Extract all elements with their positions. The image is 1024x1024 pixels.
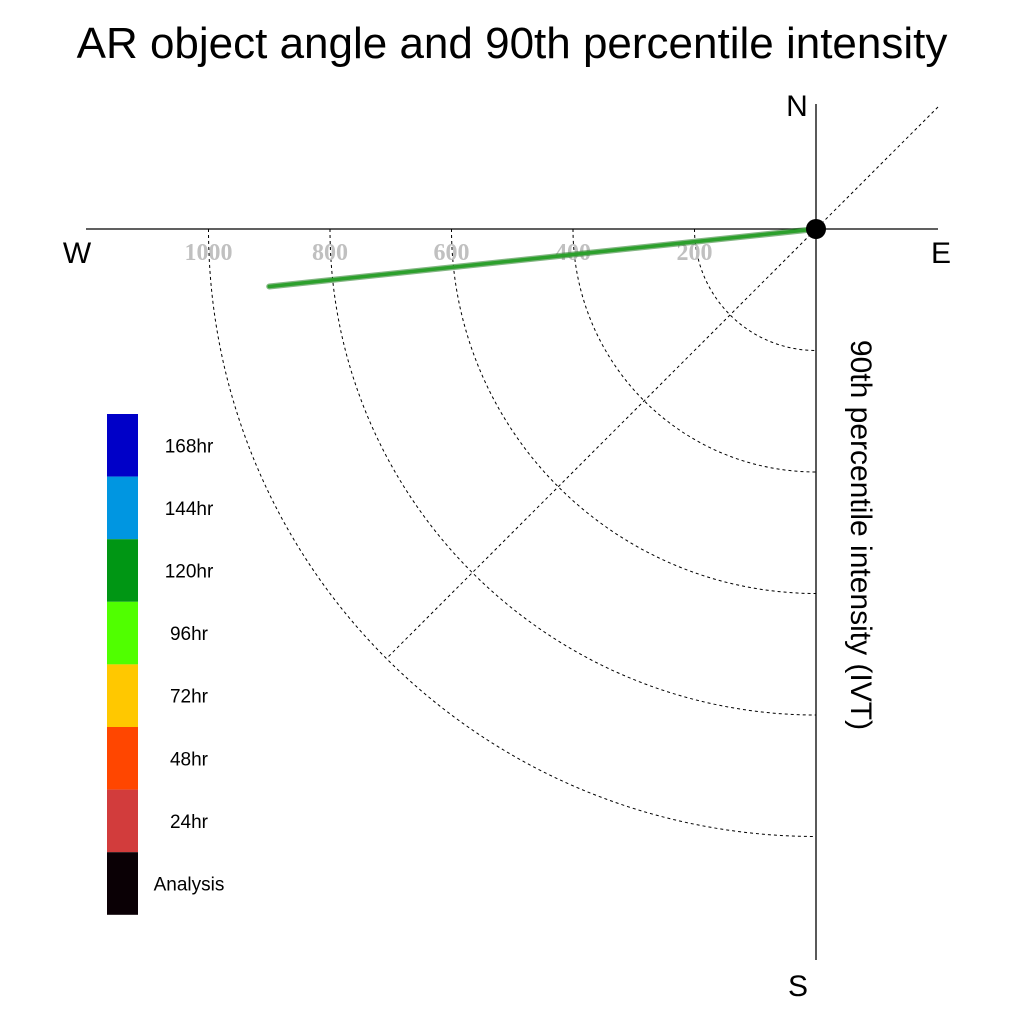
legend-swatch-3 [107, 601, 138, 665]
legend-label-7: Analysis [154, 875, 225, 896]
tick-label-800: 800 [312, 240, 348, 266]
compass-south: S [788, 970, 808, 1003]
legend-label-1: 144hr [165, 499, 214, 520]
y-axis-label: 90th percentile intensity (IVT) [844, 340, 877, 730]
series-line-0 [267, 227, 818, 289]
compass-west: W [63, 237, 92, 270]
diagonal-grid-line [386, 106, 939, 659]
ring-400 [572, 228, 817, 473]
ring-200 [694, 228, 817, 351]
legend-swatch-4 [107, 664, 138, 727]
compass-north: N [786, 90, 808, 123]
legend-label-5: 48hr [170, 749, 209, 770]
ring-800 [329, 228, 817, 716]
legend-swatch-0 [107, 414, 138, 477]
legend-label-4: 72hr [170, 687, 209, 708]
chart-title: AR object angle and 90th percentile inte… [77, 19, 948, 68]
legend-label-0: 168hr [165, 436, 214, 457]
tick-label-600: 600 [434, 240, 470, 266]
legend-swatch-1 [107, 476, 138, 540]
analysis-marker [806, 219, 826, 239]
tick-label-1000: 1000 [185, 240, 233, 266]
legend-swatch-6 [107, 789, 138, 853]
legend-label-3: 96hr [170, 624, 209, 645]
legend-swatch-7 [107, 852, 138, 915]
series-layer [266, 226, 819, 290]
legend-swatch-2 [107, 539, 138, 602]
ring-600 [451, 228, 817, 594]
legend-label-2: 120hr [165, 562, 214, 583]
ring-1000 [208, 228, 817, 837]
legend-label-6: 24hr [170, 812, 209, 833]
legend-swatch-5 [107, 727, 138, 790]
radial-grid-rings [208, 228, 817, 837]
legend: 168hr 144hr 120hr 96hr 72hr 48hr 24hr Analysis [107, 414, 224, 915]
compass-east: E [931, 237, 951, 270]
